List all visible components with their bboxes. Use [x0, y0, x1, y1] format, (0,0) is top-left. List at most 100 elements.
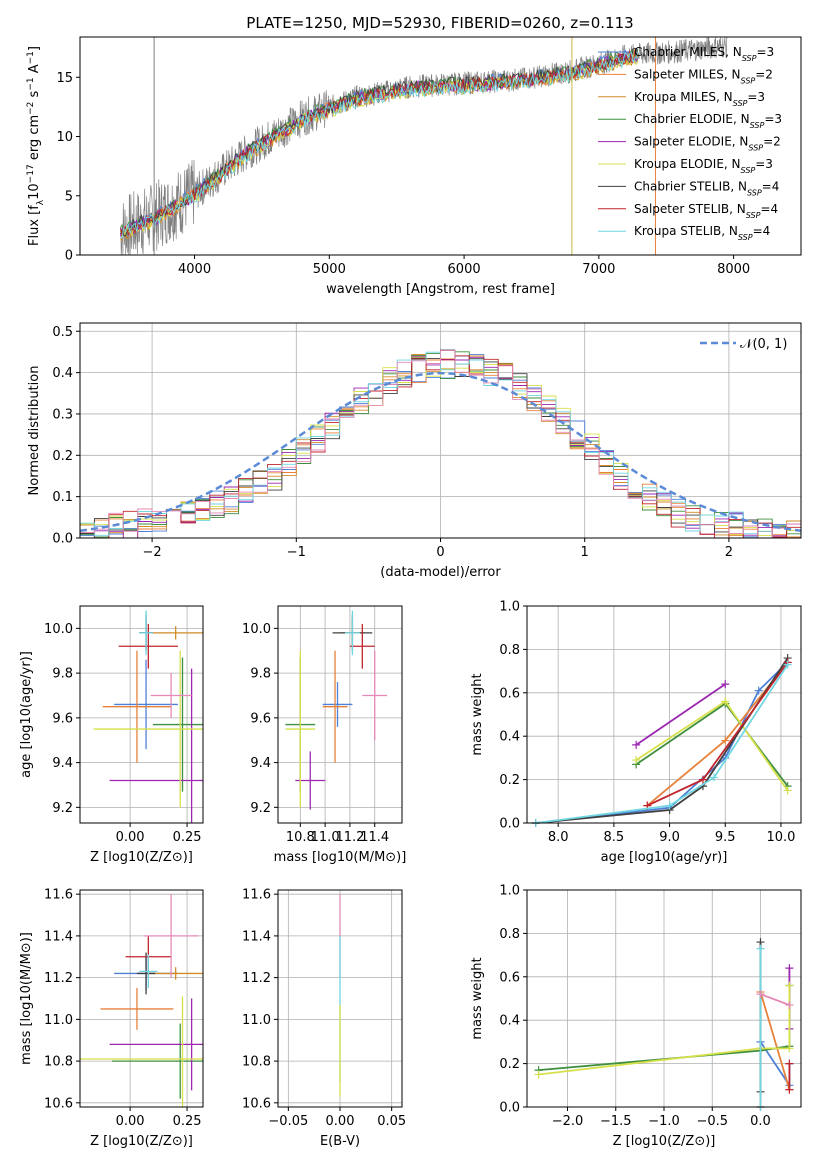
legend-n: =4 — [762, 179, 780, 193]
legend-sub: SSP — [741, 166, 756, 175]
y-tick-label: 0.1 — [52, 490, 73, 505]
residual-hists — [80, 349, 801, 538]
y-tick-label: 0.2 — [499, 773, 520, 788]
weight-marker — [721, 736, 730, 745]
weight-marker — [785, 964, 794, 973]
y-tick-label: 0.2 — [52, 449, 73, 464]
y-tick-label: 9.2 — [250, 801, 271, 816]
y-tick-label: 10.8 — [44, 1055, 73, 1070]
legend-label: 𝒩(0, 1) — [740, 337, 787, 352]
legend-sub: SSP — [741, 76, 756, 85]
y-tick-label: 9.2 — [52, 801, 73, 816]
y-label-part: 10 — [27, 183, 42, 200]
weight-marker — [785, 981, 794, 990]
x-tick-label: 8000 — [717, 262, 750, 277]
x-tick-label: −2.0 — [552, 1114, 584, 1129]
x-tick-label: 7000 — [582, 262, 615, 277]
axes-mass_vs_ebv: −0.05 0.00 0.05 10.6 10.8 11.0 11.2 11.4 11.6 E(B… — [242, 888, 406, 1149]
legend-name: Salpeter STELIB, N — [634, 202, 746, 216]
x-tick-label: 6000 — [448, 262, 481, 277]
y-tick-label: 9.6 — [52, 711, 73, 726]
legend-label: Salpeter STELIB, NSSP=4 — [634, 202, 778, 220]
y-tick-label: 11.0 — [44, 1013, 73, 1028]
model-spectrum — [120, 51, 639, 239]
x-tick-label: 10.0 — [766, 830, 795, 845]
x-axis-label: wavelength [Angstrom, rest frame] — [326, 282, 555, 297]
y-tick-label: 10 — [56, 130, 73, 145]
y-label-part: s — [27, 90, 42, 101]
legend-sub: SSP — [746, 210, 761, 219]
y-tick-label: 10.0 — [242, 622, 271, 637]
y-axis-label: Normed distribution — [27, 366, 42, 496]
x-tick-label: 0.05 — [377, 1114, 406, 1129]
y-tick-label: 0.4 — [499, 730, 520, 745]
legend-name: Chabrier ELODIE, N — [634, 112, 750, 126]
weight-marker — [534, 1070, 543, 1079]
legend-n: =4 — [760, 202, 778, 216]
y-tick-label: 0.3 — [52, 407, 73, 422]
weight-marker — [783, 786, 792, 795]
x-tick-label: 1 — [581, 545, 589, 560]
weight-marker — [632, 740, 641, 749]
y-tick-label: 11.6 — [242, 888, 271, 903]
legend-label: Chabrier ELODIE, NSSP=3 — [634, 112, 782, 130]
axes-residuals: −2 −1 0 1 2 0.0 0.1 0.2 0.3 0.4 0.5 (data-model)/er… — [27, 323, 801, 580]
y-tick-label: 11.2 — [44, 971, 73, 986]
x-axis-label: Z [log10(Z/Z⊙)] — [613, 1134, 716, 1149]
x-axis-label: Z [log10(Z/Z⊙)] — [90, 850, 193, 865]
weight-marker — [756, 944, 765, 953]
legend-label: Chabrier MILES, NSSP=3 — [634, 45, 774, 63]
x-tick-label: 0.25 — [173, 1114, 202, 1129]
legend-name: Kroupa ELODIE, N — [634, 157, 741, 171]
lines-weight_vs_Z — [534, 938, 794, 1111]
x-tick-label: 4000 — [178, 262, 211, 277]
normal-curve — [80, 371, 801, 533]
y-label-part: Flux [f — [27, 205, 42, 246]
y-tick-label: 0.0 — [52, 532, 73, 547]
weight-marker — [785, 1044, 794, 1053]
x-axis-label: E(B-V) — [320, 1134, 360, 1149]
residual-frame — [79, 322, 802, 539]
x-tick-label: 11.4 — [360, 830, 389, 845]
x-tick-label: −0.05 — [268, 1114, 308, 1129]
x-tick-label: 2 — [725, 545, 733, 560]
axes-age_vs_Z: 0.00 0.25 9.2 9.4 9.6 9.8 10.0 Z [log10(Z/Z⊙)] a… — [19, 606, 203, 865]
y-tick-label: 9.8 — [250, 667, 271, 682]
weight-line — [760, 993, 790, 1006]
x-tick-label: 0.00 — [116, 830, 145, 845]
y-tick-label: 9.4 — [52, 756, 73, 771]
y-tick-label: 15 — [56, 71, 73, 86]
frame-age_vs_mass — [277, 605, 403, 824]
y-axis-label: mass weight — [470, 957, 485, 1039]
y-label-part: A — [27, 64, 42, 77]
x-tick-label: 10.8 — [286, 830, 315, 845]
legend-sub: SSP — [748, 143, 763, 152]
x-tick-label: 9.5 — [715, 830, 736, 845]
y-tick-label: 0.8 — [499, 643, 520, 658]
y-tick-label: 10.0 — [44, 622, 73, 637]
y-axis-label: mass [log10(M/M⊙)] — [19, 932, 34, 1065]
axes-age_vs_mass: 10.811.011.211.4 9.2 9.4 9.6 9.8 10.0 mass [lo… — [242, 606, 406, 865]
frame-weight_vs_Z — [526, 889, 802, 1108]
y-label-part: −1 — [26, 77, 36, 90]
weight-marker — [756, 990, 765, 999]
y-tick-label: 5 — [65, 189, 73, 204]
y-tick-label: 11.6 — [44, 888, 73, 903]
x-tick-label: 0 — [436, 545, 444, 560]
legend-label: Chabrier STELIB, NSSP=4 — [634, 179, 779, 197]
legend-n: =2 — [755, 67, 773, 81]
legend-name: Chabrier MILES, N — [634, 45, 742, 59]
residual-hist — [80, 350, 801, 538]
weight-marker — [785, 1001, 794, 1010]
y-tick-label: 0 — [65, 249, 73, 264]
lines-weight_vs_age — [531, 654, 792, 827]
y-tick-label: 10.8 — [242, 1055, 271, 1070]
x-tick-label: 9.0 — [659, 830, 680, 845]
y-axis-label: mass weight — [470, 673, 485, 755]
errorbars-age_vs_Z — [93, 610, 203, 823]
y-tick-label: 0.0 — [499, 1101, 520, 1116]
x-tick-label: 11.0 — [311, 830, 340, 845]
y-tick-label: 11.4 — [44, 929, 73, 944]
legend-label: Salpeter ELODIE, NSSP=2 — [634, 135, 781, 153]
